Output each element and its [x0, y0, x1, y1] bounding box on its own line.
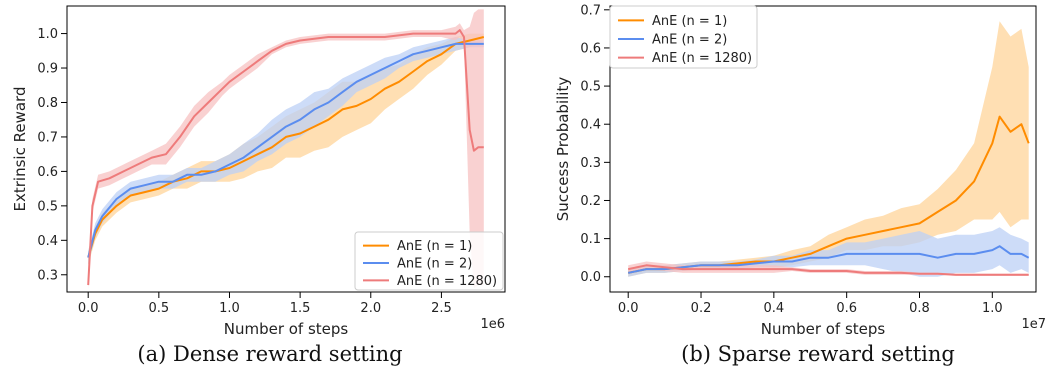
confidence-bands	[88, 9, 484, 289]
x-axis-offset-label: 1e6	[480, 317, 505, 332]
y-tick-label: 0.5	[580, 80, 601, 95]
series-line-3	[87, 29, 484, 286]
x-tick-label: 0.0	[618, 301, 639, 316]
y-tick-label: 0.5	[37, 199, 58, 214]
y-tick-label: 0.3	[580, 156, 601, 171]
y-tick-label: 0.2	[580, 194, 601, 209]
series-band-3	[628, 261, 1029, 276]
y-axis-ticks: 0.0 0.1 0.2 0.3 0.4 0.5 0.6 0.7	[580, 3, 610, 285]
plot-frame	[66, 5, 506, 293]
y-tick-label: 0.6	[580, 41, 601, 56]
legend-entry: AnE (n = 1280)	[652, 51, 752, 66]
y-axis-label: Success Probability	[554, 77, 572, 222]
legend-entry: AnE (n = 2)	[652, 33, 727, 48]
y-tick-label: 0.0	[580, 270, 601, 285]
x-tick-label: 0.6	[836, 301, 857, 316]
caption: (a) Dense reward setting	[137, 342, 402, 366]
y-axis-label: Extrinsic Reward	[11, 87, 29, 212]
legend-entry: AnE (n = 2)	[397, 257, 472, 272]
chart-panel-sparse: 0.0 0.2 0.4 0.6 0.8 1.0 0.0 0.1 0.2 0.3 0.4 0.5 0.6…	[554, 3, 1046, 366]
x-tick-label: 2.0	[360, 301, 381, 316]
legend-entry: AnE (n = 1280)	[397, 274, 497, 289]
chart-panel-dense: 0.0 0.5 1.0 1.5 2.0 2.5 0.3 0.4 0.5 0.6 0.7 0.8 0.9…	[11, 5, 506, 366]
series-lines	[87, 29, 485, 286]
x-axis-label: Number of steps	[224, 320, 349, 338]
y-tick-label: 0.7	[580, 3, 601, 18]
y-tick-label: 0.9	[37, 62, 58, 77]
legend-entry: AnE (n = 1)	[652, 14, 727, 29]
x-tick-label: 0.8	[909, 301, 930, 316]
y-tick-label: 1.0	[37, 27, 58, 42]
y-tick-label: 0.7	[37, 130, 58, 145]
legend: AnE (n = 1) AnE (n = 2) AnE (n = 1280)	[354, 231, 504, 291]
series-line-2	[87, 42, 484, 258]
y-tick-label: 0.1	[580, 232, 601, 247]
legend-entry: AnE (n = 1)	[397, 239, 472, 254]
x-tick-label: 0.0	[78, 301, 99, 316]
series-lines	[627, 115, 1030, 276]
x-tick-label: 0.4	[764, 301, 785, 316]
series-line-3	[627, 264, 1029, 276]
x-axis-label: Number of steps	[761, 320, 886, 338]
x-axis-ticks: 0.0 0.5 1.0 1.5 2.0 2.5	[78, 292, 452, 316]
y-tick-label: 0.8	[37, 96, 58, 111]
x-tick-label: 1.0	[982, 301, 1003, 316]
x-axis-offset-label: 1e7	[1021, 317, 1046, 332]
y-axis-ticks: 0.3 0.4 0.5 0.6 0.7 0.8 0.9 1.0	[37, 27, 67, 283]
x-tick-label: 1.5	[290, 301, 311, 316]
series-line-1	[87, 36, 485, 258]
y-tick-label: 0.3	[37, 268, 58, 283]
series-band-1	[88, 33, 484, 265]
x-axis-ticks: 0.0 0.2 0.4 0.6 0.8 1.0	[618, 292, 1003, 316]
x-tick-label: 2.5	[431, 301, 452, 316]
series-line-2	[627, 245, 1030, 274]
caption: (b) Sparse reward setting	[681, 342, 955, 366]
y-tick-label: 0.6	[37, 165, 58, 180]
series-band-1	[628, 21, 1029, 277]
legend-box	[609, 5, 758, 69]
legend-box	[354, 231, 504, 291]
legend: AnE (n = 1) AnE (n = 2) AnE (n = 1280)	[609, 5, 758, 69]
x-tick-label: 1.0	[219, 301, 240, 316]
x-tick-label: 0.5	[148, 301, 169, 316]
x-tick-label: 0.2	[691, 301, 712, 316]
y-tick-label: 0.4	[37, 234, 58, 249]
y-tick-label: 0.4	[580, 118, 601, 133]
plot-frame	[609, 5, 1037, 293]
series-band-3	[88, 9, 484, 289]
